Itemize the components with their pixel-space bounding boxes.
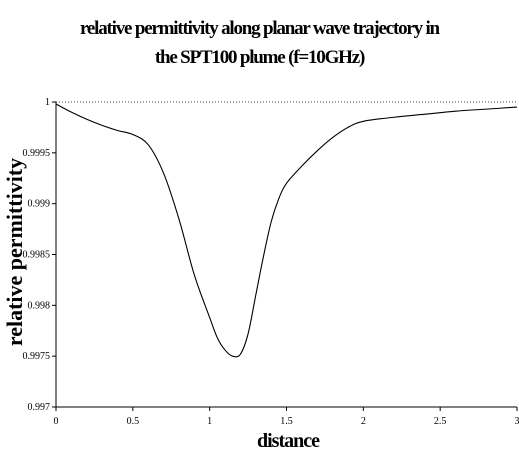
x-axis-title: distance <box>257 430 320 450</box>
x-tick-label: 1.5 <box>280 416 293 427</box>
y-tick-label: 1 <box>45 97 50 108</box>
y-tick-label: 0.999 <box>28 199 51 210</box>
x-tick-label: 0.5 <box>127 416 140 427</box>
x-tick-label: 2 <box>361 416 366 427</box>
y-tick-label: 0.998 <box>28 300 51 311</box>
x-tick-label: 1 <box>207 416 212 427</box>
axes <box>55 101 517 408</box>
y-tick-label: 0.9975 <box>23 351 51 362</box>
x-tick-label: 2.5 <box>434 416 447 427</box>
series-line <box>55 103 518 358</box>
ticks: 0 0.5 1 1.5 2 2.5 3 0.997 0.9975 0.998 0.9985 0.999… <box>23 97 519 427</box>
x-tick-label: 0 <box>54 416 59 427</box>
y-axis-title: relative permittivity <box>2 158 27 346</box>
x-tick-label: 3 <box>515 416 519 427</box>
y-tick-label: 0.9985 <box>23 250 51 261</box>
chart-title: relative permittivity along planar wave … <box>0 14 519 72</box>
chart-title-line-1: relative permittivity along planar wave … <box>80 18 440 39</box>
y-tick-label: 0.9995 <box>23 148 51 159</box>
y-tick-label: 0.997 <box>28 402 51 413</box>
chart-title-line-2: the SPT100 plume (f=10GHz) <box>154 47 365 68</box>
series-layer <box>55 103 518 358</box>
